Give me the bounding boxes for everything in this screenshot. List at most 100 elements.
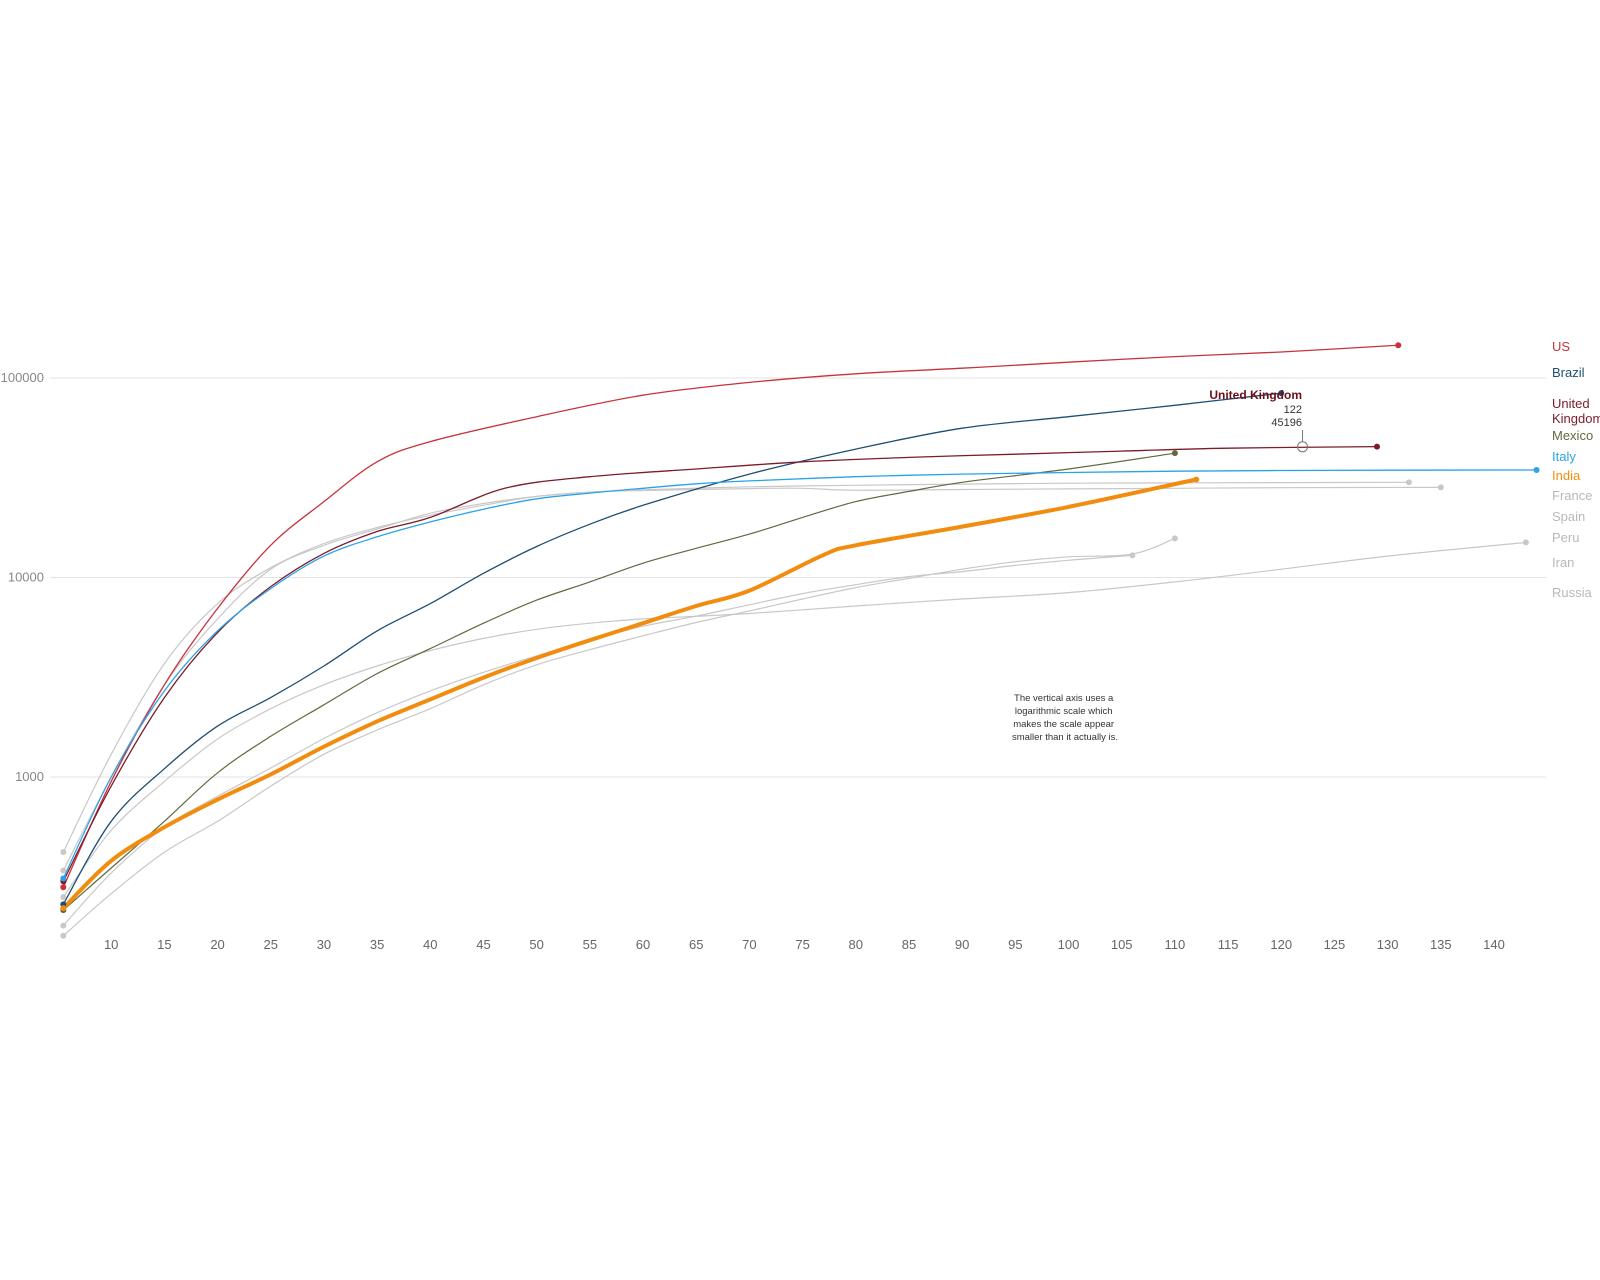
x-tick-label: 105 (1111, 937, 1133, 952)
x-axis-ticks: 10 15 20 25 30 35 40 45 50 55 60 65 70 75 80 85 90 95 100 1… (104, 937, 1505, 952)
hover-tooltip: United Kingdom 122 45196 (1209, 388, 1309, 453)
x-tick-label: 120 (1270, 937, 1292, 952)
log-scale-note-line-1: The vertical axis uses a (1014, 693, 1114, 704)
start-point-spain (60, 867, 67, 874)
x-tick-label: 35 (370, 937, 384, 952)
end-point-india[interactable] (1193, 476, 1200, 483)
legend-label-line: Peru (1552, 530, 1579, 545)
x-tick-label: 140 (1483, 937, 1505, 952)
legend-label-line: Russia (1552, 585, 1593, 600)
legend-label-mexico[interactable]: Mexico (1552, 428, 1593, 443)
legend-label-line: Mexico (1552, 428, 1593, 443)
y-tick-label: 10000 (8, 570, 44, 585)
tooltip-y-value: 45196 (1271, 417, 1302, 429)
end-point-italy[interactable] (1533, 466, 1540, 473)
legend-label-spain[interactable]: Spain (1552, 509, 1585, 524)
legend-label-peru[interactable]: Peru (1552, 530, 1579, 545)
x-tick-label: 60 (636, 937, 650, 952)
legend-label-line: Iran (1552, 555, 1574, 570)
x-tick-label: 125 (1324, 937, 1346, 952)
end-point-mexico[interactable] (1171, 450, 1178, 457)
series-line-spain[interactable] (62, 486, 1442, 872)
tooltip-country: United Kingdom (1209, 388, 1302, 402)
series-line-russia[interactable] (62, 554, 1133, 927)
x-tick-label: 90 (955, 937, 969, 952)
legend-label-line: Kingdom (1552, 411, 1600, 426)
x-tick-label: 110 (1165, 937, 1186, 952)
y-tick-label: 1000 (15, 769, 44, 784)
legend-label-brazil[interactable]: Brazil (1552, 365, 1585, 380)
x-tick-label: 15 (157, 937, 171, 952)
end-point-united-kingdom[interactable] (1373, 443, 1380, 450)
legend-label-united-kingdom[interactable]: United Kingdom (1552, 396, 1600, 426)
end-point-peru[interactable] (1171, 535, 1178, 542)
end-point-iran[interactable] (1522, 539, 1529, 546)
x-tick-label: 65 (689, 937, 703, 952)
y-tick-label: 100000 (1, 370, 44, 385)
series-line-peru[interactable] (62, 537, 1176, 937)
legend-label-line: France (1552, 488, 1592, 503)
legend-label-russia[interactable]: Russia (1552, 585, 1593, 600)
log-scale-note-line-2: logarithmic scale which (1015, 706, 1113, 717)
series-line-mexico[interactable] (62, 452, 1176, 911)
start-point-peru (60, 932, 67, 939)
x-tick-label: 95 (1008, 937, 1022, 952)
log-scale-note: The vertical axis uses a logarithmic sca… (1012, 693, 1118, 743)
x-tick-label: 30 (317, 937, 331, 952)
end-point-spain[interactable] (1437, 484, 1444, 491)
start-point-us (60, 884, 67, 891)
background-series-lines (62, 481, 1527, 937)
end-point-france[interactable] (1405, 479, 1412, 486)
series-line-us[interactable] (62, 344, 1399, 888)
legend-label-iran[interactable]: Iran (1552, 555, 1574, 570)
series-line-iran[interactable] (62, 541, 1527, 898)
x-tick-label: 85 (902, 937, 916, 952)
legend-label-india[interactable]: India (1552, 468, 1581, 483)
start-point-france (60, 849, 67, 856)
x-tick-label: 100 (1058, 937, 1080, 952)
legend-label-italy[interactable]: Italy (1552, 449, 1576, 464)
x-tick-label: 50 (529, 937, 543, 952)
x-tick-label: 80 (849, 937, 863, 952)
y-axis-ticks: 1000 10000 100000 (1, 370, 44, 784)
series-legend-labels: US Brazil United Kingdom Mexico Italy India Fra… (1552, 339, 1600, 600)
tooltip-hover-marker[interactable] (1297, 441, 1309, 453)
start-point-india (60, 905, 67, 912)
x-tick-label: 45 (476, 937, 490, 952)
legend-label-line: India (1552, 468, 1581, 483)
highlighted-series-lines (61, 344, 1538, 911)
series-line-united-kingdom[interactable] (62, 445, 1378, 882)
start-point-russia (60, 922, 67, 929)
log-scale-note-line-3: makes the scale appear (1013, 719, 1114, 730)
legend-label-line: United (1552, 396, 1590, 411)
x-tick-label: 115 (1218, 937, 1239, 952)
series-endpoint-markers (60, 342, 1540, 939)
legend-label-line: Brazil (1552, 365, 1585, 380)
legend-label-line: Italy (1552, 449, 1576, 464)
y-gridlines (50, 377, 1546, 778)
x-tick-label: 75 (795, 937, 809, 952)
legend-label-line: US (1552, 339, 1570, 354)
log-scale-note-line-4: smaller than it actually is. (1012, 732, 1118, 743)
legend-label-france[interactable]: France (1552, 488, 1592, 503)
x-tick-label: 40 (423, 937, 437, 952)
end-point-us[interactable] (1395, 342, 1402, 349)
x-tick-label: 55 (583, 937, 597, 952)
x-tick-label: 70 (742, 937, 756, 952)
end-point-russia[interactable] (1129, 552, 1136, 559)
legend-label-us[interactable]: US (1552, 339, 1570, 354)
x-tick-label: 135 (1430, 937, 1452, 952)
start-point-italy (60, 875, 67, 882)
start-point-iran (60, 894, 67, 901)
series-line-brazil[interactable] (62, 392, 1282, 905)
x-tick-label: 10 (104, 937, 118, 952)
x-tick-label: 20 (210, 937, 224, 952)
tooltip-x-value: 122 (1284, 404, 1302, 416)
series-line-india[interactable] (61, 477, 1199, 911)
end-point-brazil[interactable] (1278, 390, 1285, 397)
series-line-italy[interactable] (62, 469, 1538, 880)
x-tick-label: 25 (264, 937, 278, 952)
legend-label-line: Spain (1552, 509, 1585, 524)
x-tick-label: 130 (1377, 937, 1399, 952)
